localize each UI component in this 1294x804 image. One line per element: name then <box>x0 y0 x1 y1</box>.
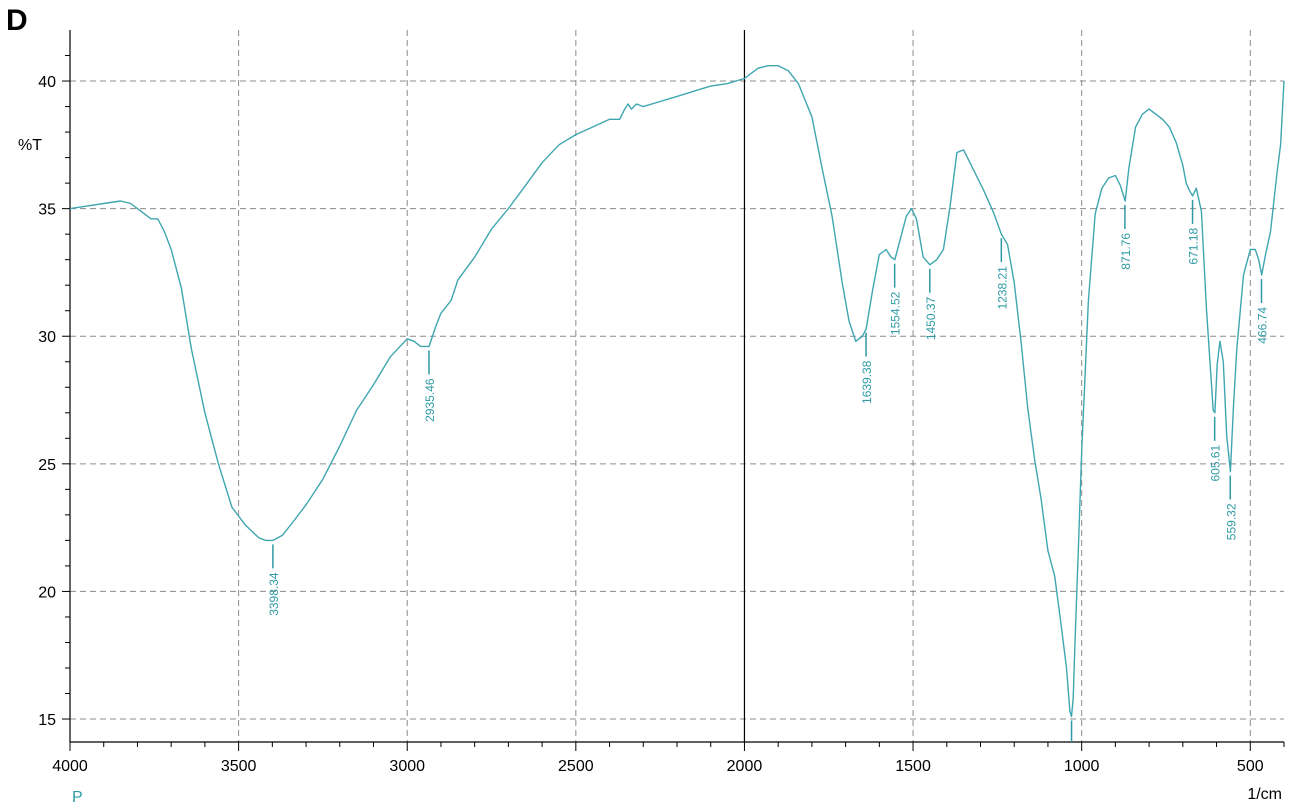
y-tick-label: 25 <box>38 457 56 474</box>
peak-label: 2935.46 <box>423 378 437 422</box>
y-tick-label: 40 <box>38 74 56 91</box>
peak-label: 1450.37 <box>924 296 938 340</box>
x-tick-label: 4000 <box>52 758 88 775</box>
y-tick-label: 30 <box>38 329 56 346</box>
peak-label: 466.74 <box>1255 307 1269 344</box>
y-tick-label: 35 <box>38 202 56 219</box>
x-extra-label: P <box>72 789 83 804</box>
peak-label: 605.61 <box>1209 444 1223 481</box>
peak-label: 559.32 <box>1224 503 1238 540</box>
x-tick-label: 1000 <box>1064 758 1100 775</box>
x-tick-label: 2500 <box>558 758 594 775</box>
peak-label: 1554.52 <box>889 291 903 335</box>
peak-label: 871.76 <box>1119 233 1133 270</box>
peak-label: 3398.34 <box>267 572 281 616</box>
peak-label: 671.18 <box>1187 228 1201 265</box>
spectrum-line <box>69 64 1285 718</box>
x-axis-label: 1/cm <box>1247 786 1282 803</box>
x-tick-label: 2000 <box>727 758 763 775</box>
y-tick-label: 20 <box>38 584 56 601</box>
x-tick-label: 500 <box>1237 758 1264 775</box>
x-tick-label: 3000 <box>389 758 425 775</box>
y-axis-label: %T <box>18 137 42 154</box>
panel-label: D <box>6 4 28 37</box>
peak-label: 1639.38 <box>860 360 874 404</box>
x-tick-label: 1500 <box>895 758 931 775</box>
y-tick-label: 15 <box>38 712 56 729</box>
peak-label: 1238.21 <box>995 266 1009 310</box>
x-tick-label: 3500 <box>221 758 257 775</box>
